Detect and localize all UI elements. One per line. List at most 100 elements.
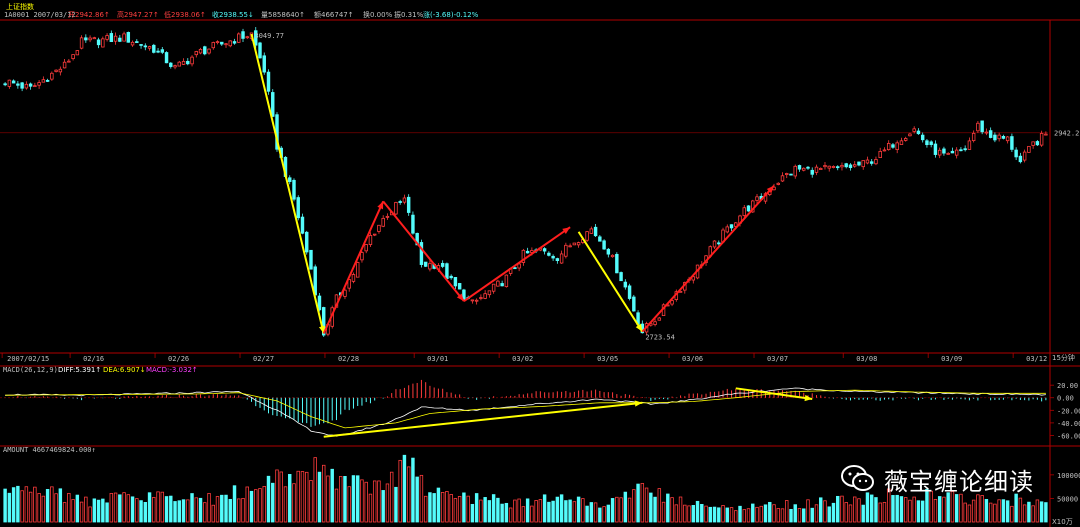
amount-bar — [37, 493, 41, 523]
candle — [118, 34, 122, 43]
amount-bar — [678, 496, 683, 523]
candle — [937, 147, 942, 159]
candle — [347, 279, 351, 292]
amount-bar — [326, 475, 330, 523]
candle — [62, 58, 67, 69]
macd-label: MACD(26,12,9) — [3, 366, 58, 374]
amount-bar — [700, 503, 704, 523]
amount-bar — [606, 504, 611, 523]
macd-tick-label: -20.00 — [1057, 407, 1080, 415]
candle — [364, 243, 368, 254]
candle — [1014, 147, 1018, 160]
amount-bar — [402, 454, 407, 523]
amount-bar — [810, 507, 814, 523]
amount-bar — [572, 501, 577, 523]
amount-bar — [827, 506, 831, 523]
candle — [113, 32, 118, 45]
amount-bar — [840, 495, 844, 523]
candle — [449, 274, 453, 280]
candle — [496, 279, 500, 287]
candle — [585, 231, 589, 243]
candle — [742, 204, 746, 218]
candle — [45, 78, 50, 83]
candle — [483, 290, 487, 300]
amount-bar — [67, 493, 71, 523]
macd-value: MACD:-3.032↑ — [146, 366, 198, 374]
candle — [793, 164, 797, 179]
period-label: 15分钟 — [1052, 353, 1075, 362]
amount-bar — [959, 493, 963, 523]
amount-bar — [729, 507, 734, 523]
date-label: 02/26 — [168, 355, 189, 363]
amount-bar — [521, 506, 526, 523]
amount-bar — [1022, 504, 1027, 523]
candle — [224, 42, 228, 48]
macd-tick-label: 20.00 — [1057, 382, 1078, 390]
amount-bar — [950, 491, 955, 523]
candle — [7, 79, 12, 89]
amount-tick-label: 100000 — [1057, 472, 1080, 480]
low-value: 低2938.06↑ — [164, 10, 206, 19]
macd-histogram — [4, 379, 1047, 427]
candle — [1005, 136, 1010, 144]
wechat-icon — [840, 464, 876, 494]
candle — [385, 213, 390, 220]
amount-bar — [423, 495, 428, 523]
amount-bar — [496, 497, 500, 523]
candle — [589, 226, 594, 234]
candle — [164, 51, 169, 64]
amount-bar — [1005, 500, 1010, 523]
candle — [215, 40, 220, 45]
date-label: 03/05 — [597, 355, 618, 363]
amount-bar — [3, 488, 7, 523]
amount-bar — [1044, 502, 1048, 523]
candle — [1044, 131, 1048, 136]
amount-bar — [317, 471, 322, 523]
candle — [776, 182, 780, 186]
candle — [262, 52, 266, 75]
candle — [406, 194, 411, 216]
amount-bar — [71, 499, 75, 523]
candle — [971, 130, 976, 143]
amount-bar — [882, 501, 887, 523]
candle — [988, 127, 993, 139]
candle — [423, 261, 428, 267]
candle — [305, 230, 309, 255]
amount-bar — [657, 488, 662, 523]
amount-bar — [79, 501, 84, 523]
candle — [198, 47, 203, 55]
amount-bar — [903, 497, 908, 523]
candle — [181, 58, 186, 65]
candle — [827, 165, 831, 172]
candle — [122, 31, 126, 42]
candle — [598, 234, 602, 242]
amount-bar — [28, 491, 33, 523]
amount-bar — [942, 496, 946, 523]
amount-bar — [929, 490, 933, 523]
candle — [865, 156, 870, 165]
candle — [241, 28, 245, 42]
candle — [237, 32, 241, 43]
amount-bar — [598, 507, 602, 523]
date-label: 03/09 — [941, 355, 962, 363]
macd-tick-label: -40.00 — [1057, 420, 1080, 428]
amount-bar — [249, 490, 254, 523]
amount-bar — [1014, 493, 1018, 523]
amount-bar — [768, 501, 772, 523]
amount-bar — [491, 494, 496, 523]
candle — [848, 163, 853, 171]
candle — [292, 178, 296, 202]
amount-bar — [215, 496, 220, 523]
amount-bar — [241, 497, 245, 523]
candle — [156, 47, 160, 54]
amount-bar — [105, 502, 109, 523]
amount-bar — [780, 508, 785, 523]
candle — [24, 81, 29, 90]
candle — [20, 81, 24, 92]
amount-bar — [181, 499, 186, 523]
amount-bar — [96, 499, 101, 523]
amount-bar — [92, 498, 97, 523]
amount-bar — [436, 487, 441, 523]
candle — [487, 290, 492, 298]
